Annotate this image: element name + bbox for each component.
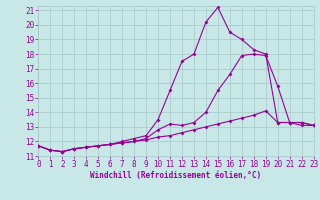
X-axis label: Windchill (Refroidissement éolien,°C): Windchill (Refroidissement éolien,°C) xyxy=(91,171,261,180)
